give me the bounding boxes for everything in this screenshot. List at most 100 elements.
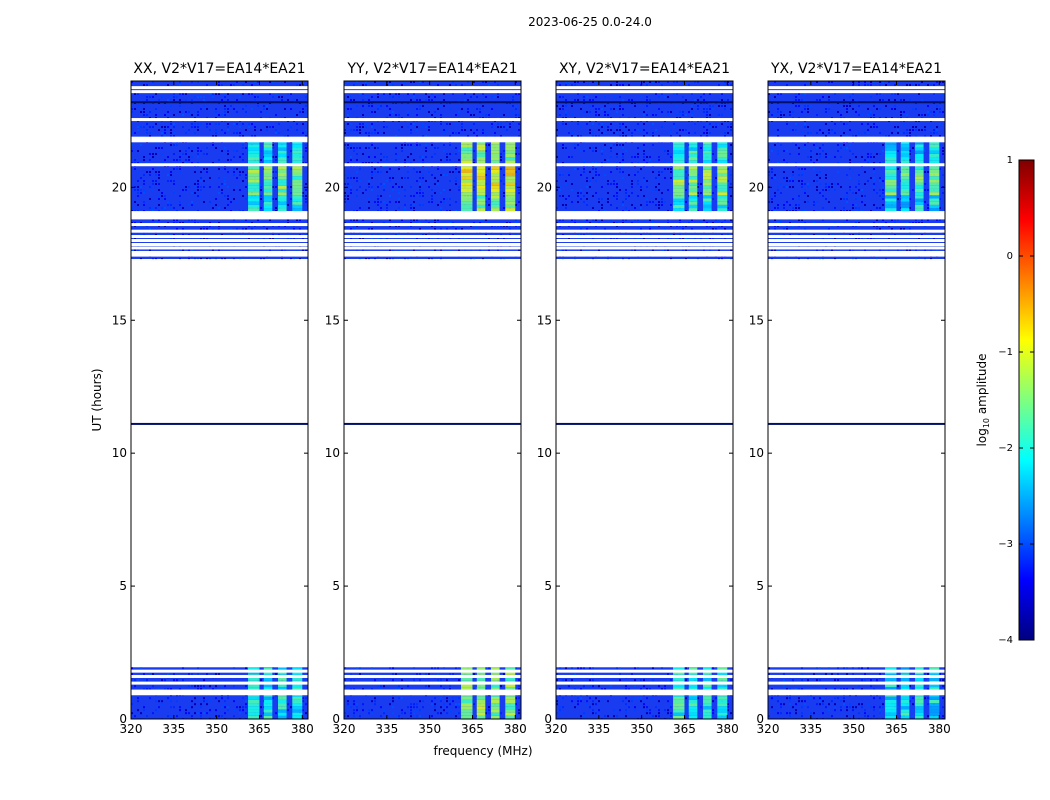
- flag-line-6: [768, 250, 945, 254]
- colorbar-label-sub: 10: [982, 418, 991, 428]
- flag-line-3: [768, 674, 945, 678]
- flag-line-11: [131, 229, 308, 233]
- flagged-gap-1: [556, 259, 733, 424]
- flag-line-13: [344, 216, 521, 220]
- y-tick-label: 10: [749, 446, 764, 460]
- y-tick-label: 0: [119, 712, 127, 726]
- panel-1-title: YY, V2*V17=EA14*EA21: [346, 61, 517, 77]
- flagged-gap-0: [768, 425, 945, 668]
- dark-line-1: [344, 101, 521, 104]
- flag-line-1: [131, 689, 308, 693]
- flagged-gap-1: [768, 259, 945, 424]
- flag-line-3: [344, 674, 521, 678]
- flag-line-2: [344, 681, 521, 685]
- flag-line-20: [768, 90, 945, 94]
- flag-line-21: [556, 86, 733, 90]
- flag-line-21: [131, 86, 308, 90]
- panel-2-frame: [555, 80, 734, 720]
- colorbar-tick-label: 0: [1007, 251, 1013, 262]
- y-tick-label: 10: [325, 446, 340, 460]
- flag-line-4: [344, 669, 521, 673]
- flag-line-15: [344, 211, 521, 215]
- x-tick-label: 365: [248, 722, 271, 736]
- y-tick-label: 5: [332, 579, 340, 593]
- flag-line-20: [556, 90, 733, 94]
- panel-0-title: XX, V2*V17=EA14*EA21: [133, 61, 305, 77]
- flag-line-0: [556, 692, 733, 696]
- flag-line-0: [344, 692, 521, 696]
- x-tick-label: 350: [205, 722, 228, 736]
- dark-line-0: [768, 422, 945, 425]
- flag-line-3: [131, 674, 308, 678]
- panel-0: XX, V2*V17=EA14*EA21 320 335 350 365 380 0 5 10 1…: [112, 61, 314, 736]
- flag-line-9: [131, 239, 308, 242]
- panel-3: YX, V2*V17=EA14*EA21 320 335 350 365 380 0 5 10 1…: [749, 61, 951, 736]
- flag-line-0: [131, 692, 308, 696]
- colorbar-ticks: 1 0 −1 −2 −3 −4: [998, 155, 1034, 646]
- flag-line-2: [768, 681, 945, 685]
- panel-2-title: XY, V2*V17=EA14*EA21: [559, 61, 730, 77]
- colorbar-tick-label: −2: [998, 443, 1013, 454]
- flag-line-21: [344, 86, 521, 90]
- panel-0-frame: [130, 80, 309, 720]
- flag-line-8: [768, 242, 945, 246]
- flag-line-11: [768, 229, 945, 233]
- flag-line-6: [556, 250, 733, 254]
- flag-line-17: [768, 139, 945, 143]
- x-tick-label: 380: [291, 722, 314, 736]
- panel-3-frame: [767, 80, 946, 720]
- flag-line-3: [556, 674, 733, 678]
- flag-line-15: [131, 211, 308, 215]
- colorbar-tick-label: 1: [1007, 155, 1013, 166]
- flag-line-4: [556, 669, 733, 673]
- y-tick-label: 0: [544, 712, 552, 726]
- flag-line-0: [768, 692, 945, 696]
- flag-line-7: [556, 246, 733, 250]
- y-tick-label: 0: [756, 712, 764, 726]
- y-tick-label: 20: [537, 180, 552, 194]
- flag-line-18: [344, 136, 521, 140]
- y-tick-label: 15: [325, 313, 340, 327]
- flag-line-1: [768, 689, 945, 693]
- colorbar: 10−1−2−3−4 log10 amplitude: [975, 155, 1035, 646]
- panel-3-image: [768, 81, 945, 719]
- flag-line-7: [131, 246, 308, 250]
- flag-line-13: [131, 216, 308, 220]
- flag-line-4: [131, 669, 308, 673]
- flag-line-9: [344, 239, 521, 242]
- panel-3-title: YX, V2*V17=EA14*EA21: [770, 61, 942, 77]
- x-tick-label: 350: [842, 722, 865, 736]
- flag-line-12: [768, 223, 945, 227]
- x-tick-label: 365: [461, 722, 484, 736]
- colorbar-tick-label: −3: [998, 539, 1013, 550]
- colorbar-gradient: [1018, 159, 1035, 641]
- x-tick-label: 380: [504, 722, 527, 736]
- panel-0-image: [131, 81, 308, 719]
- dark-line-0: [131, 422, 308, 425]
- dark-line-0: [344, 422, 521, 425]
- x-axis-label: frequency (MHz): [433, 744, 532, 758]
- panel-1: YY, V2*V17=EA14*EA21 320 335 350 365 380 0 5 10 1…: [325, 61, 527, 736]
- flag-line-11: [556, 229, 733, 233]
- flag-line-17: [344, 139, 521, 143]
- x-tick-label: 335: [799, 722, 822, 736]
- y-tick-label: 5: [756, 579, 764, 593]
- y-tick-label: 15: [112, 313, 127, 327]
- flag-line-19: [556, 118, 733, 122]
- flag-line-16: [344, 163, 521, 167]
- x-tick-label: 365: [673, 722, 696, 736]
- flag-line-19: [131, 118, 308, 122]
- flag-line-12: [344, 223, 521, 227]
- flag-line-18: [768, 136, 945, 140]
- colorbar-tick-label: −4: [998, 635, 1013, 646]
- flagged-gap-0: [131, 425, 308, 668]
- flag-line-1: [344, 689, 521, 693]
- y-tick-label: 20: [112, 180, 127, 194]
- panel-1-frame: [343, 80, 522, 720]
- flag-line-8: [131, 242, 308, 246]
- flag-line-15: [768, 211, 945, 215]
- x-tick-label: 380: [716, 722, 739, 736]
- flag-line-19: [768, 118, 945, 122]
- y-tick-label: 10: [112, 446, 127, 460]
